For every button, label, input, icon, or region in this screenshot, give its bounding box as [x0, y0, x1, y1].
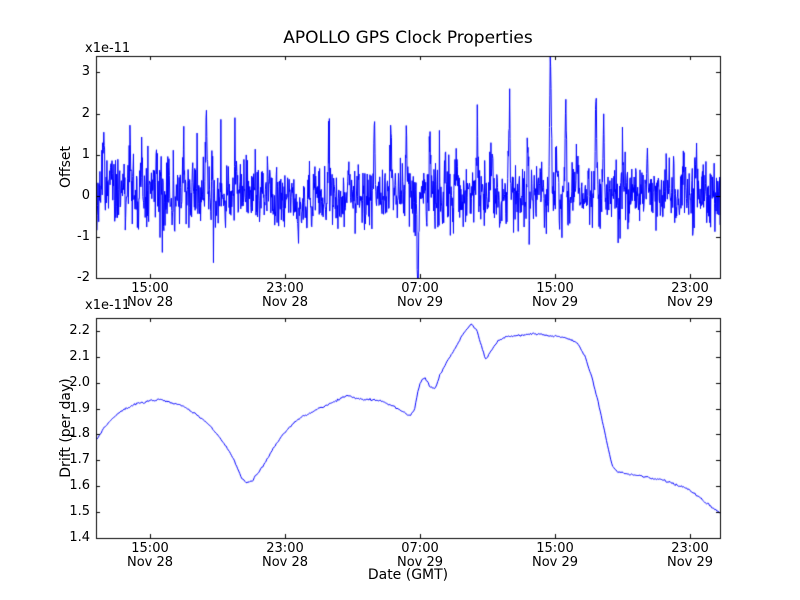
- x-tick-time: 23:00: [671, 541, 709, 556]
- x-tick-time: 23:00: [266, 541, 304, 556]
- y-tick-label: 1.6: [69, 478, 90, 493]
- x-tick-label: 07:00 Nov 29: [388, 282, 452, 310]
- x-tick-time: 07:00: [401, 541, 439, 556]
- x-tick-label: 15:00 Nov 29: [523, 542, 587, 570]
- y-tick-label: 1.8: [69, 426, 90, 441]
- x-tick-label: 15:00 Nov 29: [523, 282, 587, 310]
- y-tick-label: 2.2: [69, 323, 90, 338]
- y-tick-label: -1: [77, 229, 90, 244]
- y-tick-label: 2.1: [69, 349, 90, 364]
- y-tick-label: 1.4: [69, 530, 90, 545]
- y-tick-label: 3: [81, 64, 90, 79]
- y-tick-label: 1.5: [69, 504, 90, 519]
- bottom-axis-scale-label: x1e-11: [85, 298, 131, 313]
- x-tick-date: Nov 28: [126, 295, 174, 310]
- x-tick-time: 15:00: [131, 281, 169, 296]
- x-tick-date: Nov 29: [396, 295, 444, 310]
- x-tick-date: Nov 29: [396, 555, 444, 570]
- x-tick-label: 23:00 Nov 28: [253, 282, 317, 310]
- x-tick-label: 23:00 Nov 29: [658, 282, 722, 310]
- x-tick-label: 15:00 Nov 28: [118, 542, 182, 570]
- x-tick-label: 07:00 Nov 29: [388, 542, 452, 570]
- x-tick-date: Nov 29: [666, 555, 714, 570]
- x-tick-label: 23:00 Nov 28: [253, 542, 317, 570]
- x-tick-date: Nov 29: [666, 295, 714, 310]
- x-tick-time: 23:00: [671, 281, 709, 296]
- y-tick-label: 1.9: [69, 401, 90, 416]
- x-tick-time: 15:00: [536, 281, 574, 296]
- y-tick-label: 1: [81, 147, 90, 162]
- y-tick-label: 2: [81, 106, 90, 121]
- x-tick-time: 15:00: [536, 541, 574, 556]
- x-tick-date: Nov 28: [126, 555, 174, 570]
- y-tick-label: -2: [77, 270, 90, 285]
- y-tick-label: 1.7: [69, 452, 90, 467]
- x-tick-time: 23:00: [266, 281, 304, 296]
- x-tick-date: Nov 28: [261, 555, 309, 570]
- x-tick-date: Nov 28: [261, 295, 309, 310]
- x-tick-label: 23:00 Nov 29: [658, 542, 722, 570]
- y-tick-label: 2.0: [69, 375, 90, 390]
- y-tick-label: 0: [81, 188, 90, 203]
- x-tick-time: 15:00: [131, 541, 169, 556]
- x-tick-time: 07:00: [401, 281, 439, 296]
- x-axis-label: Date (GMT): [367, 567, 449, 583]
- x-tick-label: 15:00 Nov 28: [118, 282, 182, 310]
- x-tick-date: Nov 29: [531, 555, 579, 570]
- top-axis-scale-label: x1e-11: [85, 41, 131, 56]
- x-tick-date: Nov 29: [531, 295, 579, 310]
- chart-title: APOLLO GPS Clock Properties: [283, 28, 533, 48]
